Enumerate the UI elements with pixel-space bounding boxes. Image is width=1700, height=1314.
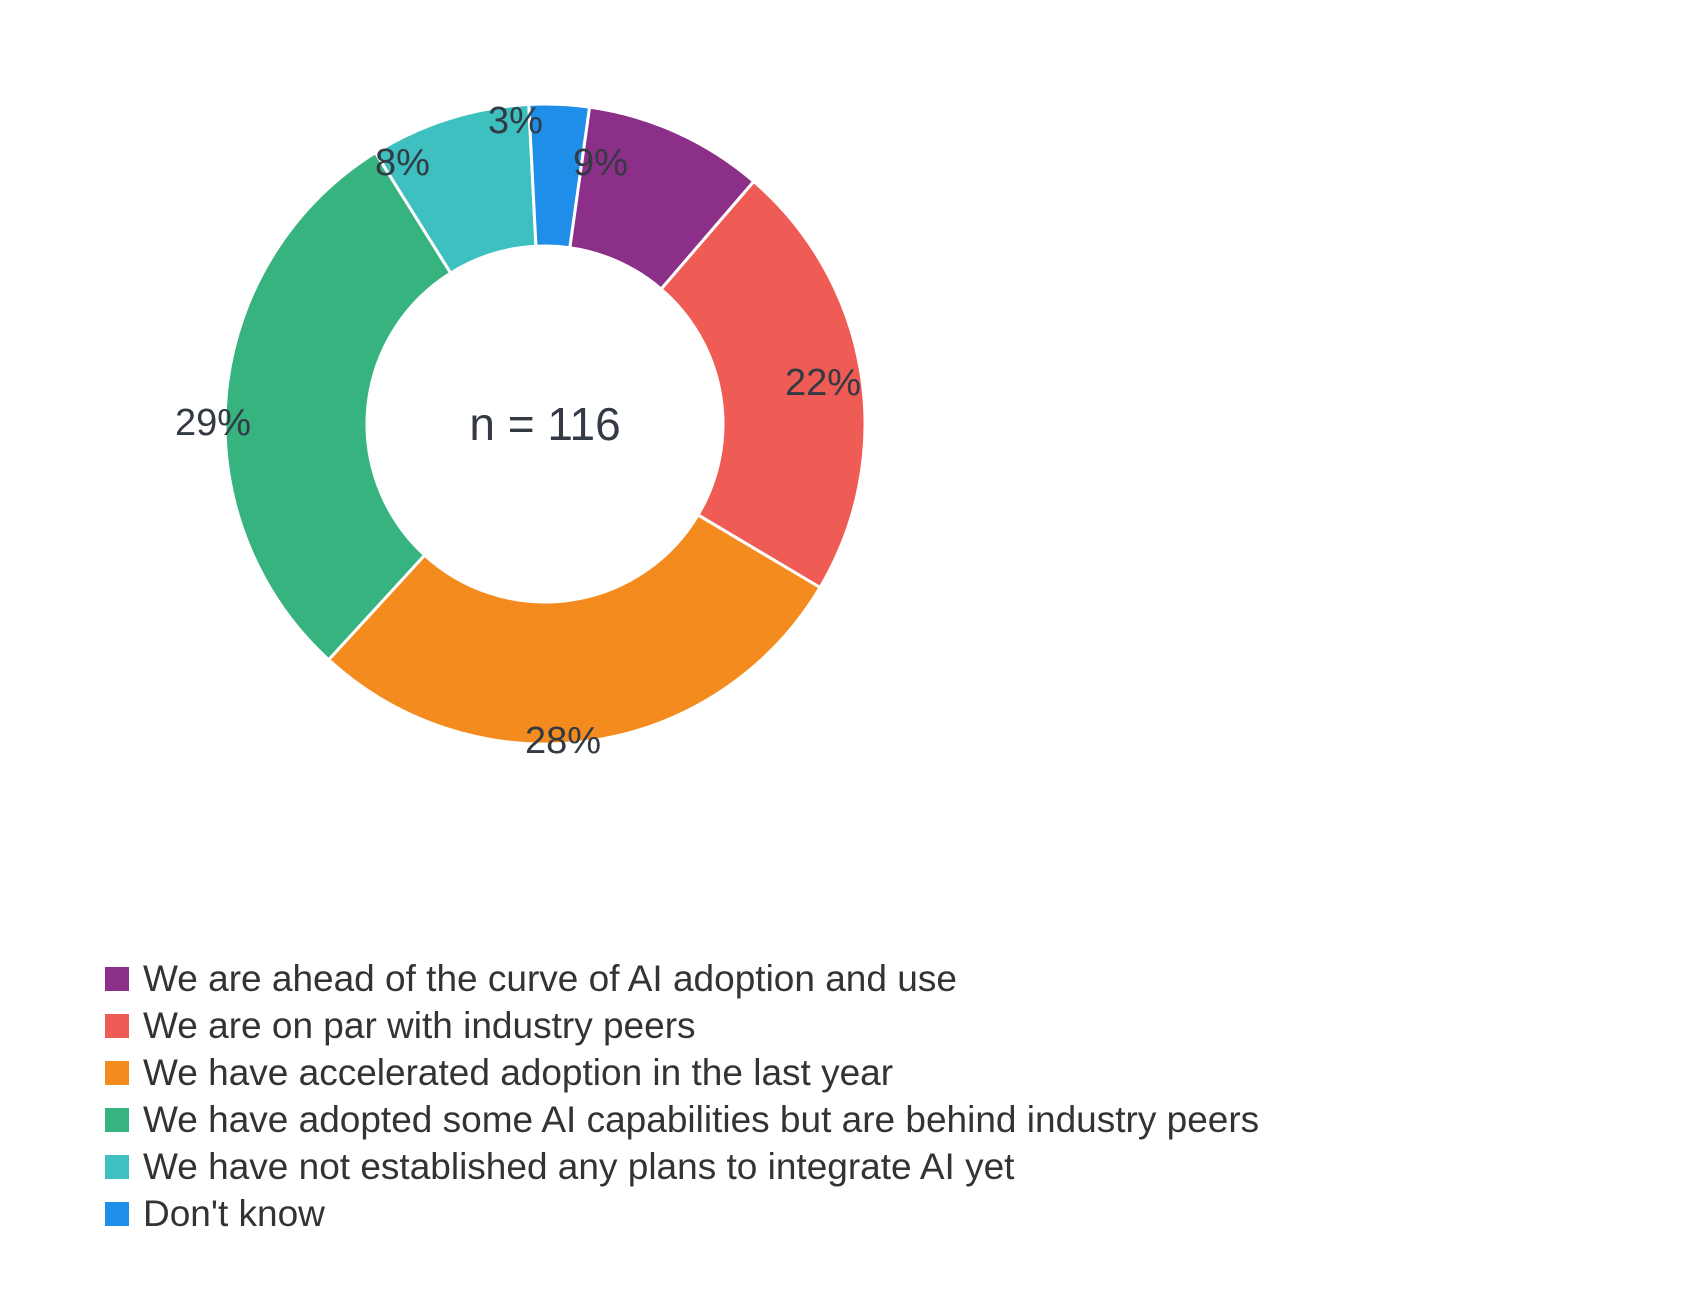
- slice-label-noplans: 8%: [375, 142, 430, 185]
- legend-label: We have accelerated adoption in the last…: [143, 1054, 893, 1091]
- legend-swatch: [105, 1014, 129, 1038]
- slice-label-dontknow: 3%: [488, 100, 543, 143]
- slice-label-behind: 29%: [175, 402, 251, 445]
- chart-center-label: n = 116: [395, 397, 695, 451]
- chart-legend: We are ahead of the curve of AI adoption…: [105, 960, 1259, 1242]
- legend-item: We have not established any plans to int…: [105, 1148, 1259, 1185]
- donut-chart-container: n = 116 9% 22% 28% 29% 8% 3% We are ahea…: [0, 0, 1700, 1314]
- legend-label: We are ahead of the curve of AI adoption…: [143, 960, 957, 997]
- legend-label: We have adopted some AI capabilities but…: [143, 1101, 1259, 1138]
- legend-swatch: [105, 1155, 129, 1179]
- legend-item: We have adopted some AI capabilities but…: [105, 1101, 1259, 1138]
- slice-label-onpar: 22%: [785, 362, 861, 405]
- legend-item: We are ahead of the curve of AI adoption…: [105, 960, 1259, 997]
- legend-label: We have not established any plans to int…: [143, 1148, 1014, 1185]
- legend-item: We have accelerated adoption in the last…: [105, 1054, 1259, 1091]
- legend-swatch: [105, 967, 129, 991]
- legend-label: Don't know: [143, 1195, 325, 1232]
- legend-item: Don't know: [105, 1195, 1259, 1232]
- legend-swatch: [105, 1108, 129, 1132]
- slice-label-accelerated: 28%: [525, 720, 601, 763]
- slice-label-ahead: 9%: [573, 142, 628, 185]
- legend-swatch: [105, 1202, 129, 1226]
- legend-item: We are on par with industry peers: [105, 1007, 1259, 1044]
- legend-swatch: [105, 1061, 129, 1085]
- legend-label: We are on par with industry peers: [143, 1007, 696, 1044]
